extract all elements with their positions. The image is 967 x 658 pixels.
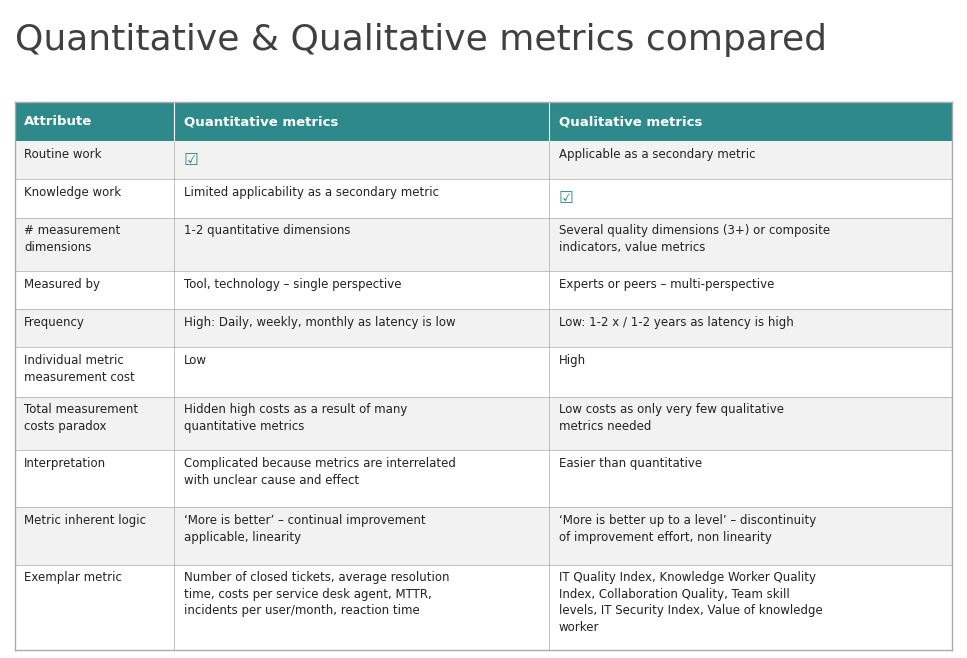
- Bar: [15, 347, 952, 397]
- Text: ☑: ☑: [559, 190, 573, 207]
- Bar: [15, 102, 952, 141]
- Text: Low costs as only very few qualitative
metrics needed: Low costs as only very few qualitative m…: [559, 403, 784, 433]
- Text: Frequency: Frequency: [24, 316, 85, 329]
- Text: Applicable as a secondary metric: Applicable as a secondary metric: [559, 148, 755, 161]
- Text: Exemplar metric: Exemplar metric: [24, 571, 122, 584]
- Text: Metric inherent logic: Metric inherent logic: [24, 514, 146, 527]
- Text: IT Quality Index, Knowledge Worker Quality
Index, Collaboration Quality, Team sk: IT Quality Index, Knowledge Worker Quali…: [559, 571, 823, 634]
- Bar: [15, 397, 952, 451]
- Text: Quantitative & Qualitative metrics compared: Quantitative & Qualitative metrics compa…: [15, 23, 827, 57]
- Bar: [15, 309, 952, 347]
- Text: Low: 1-2 x / 1-2 years as latency is high: Low: 1-2 x / 1-2 years as latency is hig…: [559, 316, 794, 329]
- Text: # measurement
dimensions: # measurement dimensions: [24, 224, 121, 253]
- Text: Total measurement
costs paradox: Total measurement costs paradox: [24, 403, 138, 433]
- Text: Complicated because metrics are interrelated
with unclear cause and effect: Complicated because metrics are interrel…: [184, 457, 455, 486]
- Bar: [15, 141, 952, 180]
- Bar: [15, 565, 952, 650]
- Bar: [15, 507, 952, 565]
- Text: Experts or peers – multi-perspective: Experts or peers – multi-perspective: [559, 278, 775, 291]
- Text: ☑: ☑: [184, 151, 198, 170]
- Text: Low: Low: [184, 354, 207, 367]
- Text: High: High: [559, 354, 586, 367]
- Text: Qualitative metrics: Qualitative metrics: [559, 115, 702, 128]
- Text: Hidden high costs as a result of many
quantitative metrics: Hidden high costs as a result of many qu…: [184, 403, 407, 433]
- Text: Individual metric
measurement cost: Individual metric measurement cost: [24, 354, 135, 384]
- Text: Easier than quantitative: Easier than quantitative: [559, 457, 702, 470]
- Text: Tool, technology – single perspective: Tool, technology – single perspective: [184, 278, 401, 291]
- Text: High: Daily, weekly, monthly as latency is low: High: Daily, weekly, monthly as latency …: [184, 316, 455, 329]
- Bar: [15, 271, 952, 309]
- Text: Several quality dimensions (3+) or composite
indicators, value metrics: Several quality dimensions (3+) or compo…: [559, 224, 830, 253]
- Bar: [15, 218, 952, 271]
- Text: ‘More is better’ – continual improvement
applicable, linearity: ‘More is better’ – continual improvement…: [184, 514, 425, 544]
- Bar: [15, 451, 952, 507]
- Text: Interpretation: Interpretation: [24, 457, 106, 470]
- Text: Attribute: Attribute: [24, 115, 93, 128]
- Bar: [15, 180, 952, 218]
- Text: Number of closed tickets, average resolution
time, costs per service desk agent,: Number of closed tickets, average resolu…: [184, 571, 449, 617]
- Text: Limited applicability as a secondary metric: Limited applicability as a secondary met…: [184, 186, 439, 199]
- Text: Quantitative metrics: Quantitative metrics: [184, 115, 338, 128]
- Text: 1-2 quantitative dimensions: 1-2 quantitative dimensions: [184, 224, 350, 237]
- Text: Knowledge work: Knowledge work: [24, 186, 121, 199]
- Text: Measured by: Measured by: [24, 278, 101, 291]
- Text: Routine work: Routine work: [24, 148, 102, 161]
- Text: ‘More is better up to a level’ – discontinuity
of improvement effort, non linear: ‘More is better up to a level’ – discont…: [559, 514, 816, 544]
